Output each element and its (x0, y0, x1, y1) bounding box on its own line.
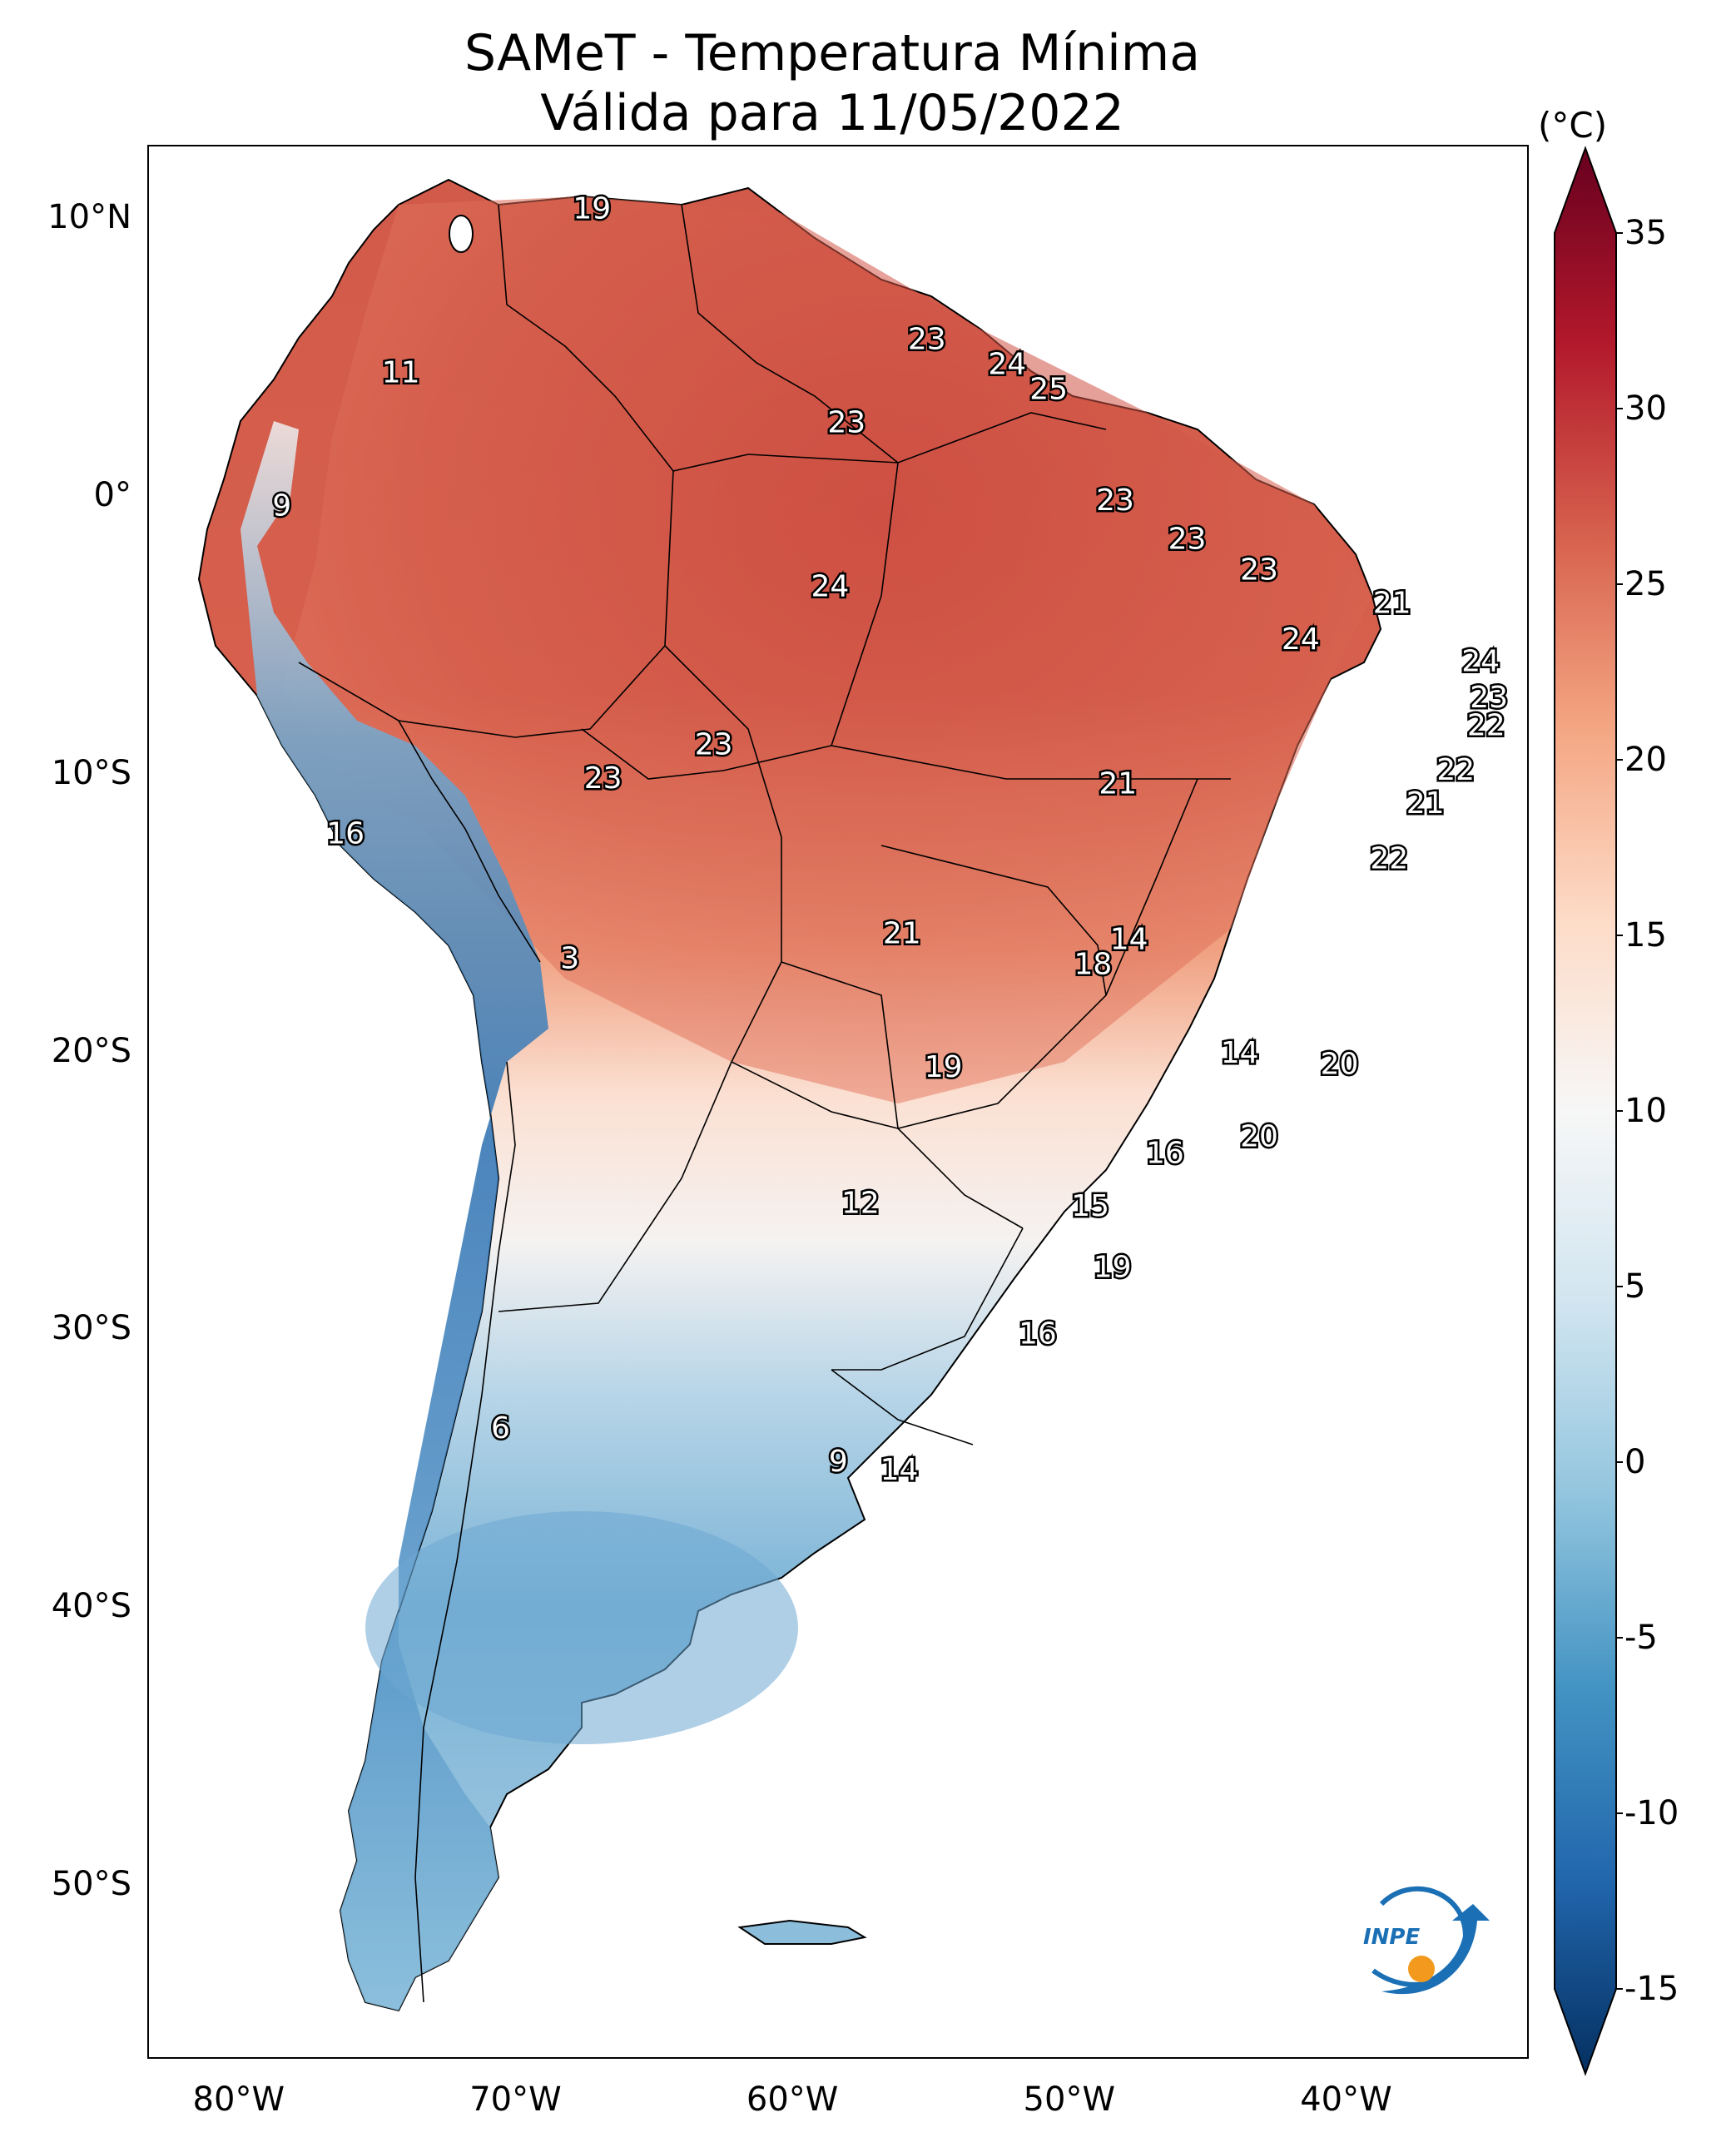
latitude-label: 50°S (51, 1865, 131, 1904)
point-value-label: 9 (272, 489, 291, 523)
colorbar-tick-label: -15 (1624, 1970, 1679, 2008)
point-value-label: 16 (1019, 1316, 1057, 1351)
colorbar (1554, 146, 1623, 2076)
point-value-label: 23 (827, 406, 866, 440)
colorbar-tick-label: -10 (1624, 1794, 1679, 1832)
point-value-label: 23 (1096, 483, 1134, 518)
map-title: SAMeT - Temperatura Mínima Válida para 1… (0, 23, 1664, 143)
latitude-label: 10°N (47, 198, 131, 237)
point-value-label: 15 (1071, 1189, 1109, 1223)
colorbar-tick-label: 15 (1624, 916, 1667, 955)
falkland-islands (737, 1919, 867, 1945)
point-value-label: 21 (1099, 766, 1137, 801)
longitude-label: 60°W (746, 2080, 839, 2119)
point-value-label: 12 (841, 1187, 880, 1221)
longitude-label: 70°W (469, 2080, 562, 2119)
point-value-label: 23 (695, 728, 733, 762)
colorbar-tick-label: 0 (1624, 1443, 1646, 1481)
logo-text: INPE (1363, 1925, 1420, 1950)
point-value-label: 23 (1168, 523, 1207, 557)
colorbar-body (1554, 146, 1617, 2076)
inpe-logo: INPE (1363, 1886, 1490, 1995)
latitude-label: 20°S (51, 1031, 131, 1070)
point-value-label: 14 (880, 1453, 919, 1487)
point-value-label: 11 (382, 355, 420, 389)
colorbar-tick-label: 25 (1624, 565, 1667, 603)
map-frame: 19 11 23 24 25 23 9 23 23 23 24 21 24 24 23 22 23 23 21 22 2… (147, 145, 1529, 2059)
warm-region-overlay (282, 196, 1372, 1103)
longitude-label: 50°W (1023, 2080, 1115, 2119)
point-value-label: 20 (1240, 1119, 1278, 1153)
point-value-label: 25 (1029, 372, 1068, 406)
point-value-label: 3 (560, 942, 579, 976)
point-value-label: 24 (1282, 622, 1320, 657)
point-value-label: 24 (811, 569, 849, 603)
longitude-label: 80°W (192, 2080, 285, 2119)
point-value-label: 21 (883, 917, 921, 951)
longitude-label: 40°W (1300, 2080, 1392, 2119)
latitude-label: 10°S (51, 753, 131, 792)
point-value-label: 22 (1436, 753, 1475, 787)
point-value-label: 9 (829, 1445, 848, 1479)
point-value-label: 18 (1074, 947, 1112, 981)
point-value-label: 21 (1406, 786, 1445, 821)
latitude-label: 0° (93, 475, 131, 514)
point-value-label: 24 (1461, 645, 1500, 679)
point-value-label: 14 (1110, 922, 1148, 956)
patagonia-cold-area (365, 1511, 798, 1744)
colorbar-unit: (°C) (1538, 105, 1608, 146)
point-value-label: 23 (1470, 681, 1508, 715)
point-value-label: 19 (925, 1050, 963, 1084)
colorbar-tick-label: -5 (1624, 1619, 1658, 1657)
colorbar-tick-label: 30 (1624, 389, 1667, 428)
colorbar-tick-label: 10 (1624, 1092, 1667, 1130)
point-value-label: 22 (1370, 842, 1408, 876)
point-value-label: 19 (573, 191, 611, 226)
title-line-2: Válida para 11/05/2022 (540, 84, 1124, 142)
point-value-label: 21 (1373, 587, 1411, 621)
point-value-label: 14 (1221, 1036, 1259, 1070)
point-value-label: 23 (1240, 553, 1278, 587)
point-value-label: 16 (326, 817, 365, 851)
colorbar-tick-label: 20 (1624, 741, 1667, 779)
point-value-label: 16 (1146, 1136, 1184, 1170)
latitude-label: 40°S (51, 1587, 131, 1626)
lake-maracaibo (449, 215, 474, 253)
point-value-label: 19 (1094, 1250, 1132, 1284)
point-value-label: 20 (1321, 1048, 1359, 1082)
country-borders (298, 204, 1231, 2003)
title-line-1: SAMeT - Temperatura Mínima (464, 24, 1201, 82)
latitude-label: 30°S (51, 1309, 131, 1348)
point-value-label: 22 (1467, 708, 1505, 742)
point-value-label: 6 (491, 1411, 510, 1445)
point-value-label: 24 (988, 347, 1026, 381)
point-value-label: 23 (908, 322, 946, 356)
colorbar-tick-label: 35 (1624, 214, 1667, 252)
point-value-label: 23 (584, 761, 622, 796)
colorbar-tick-label: 5 (1624, 1267, 1646, 1306)
andes-cold-strip (241, 421, 548, 2011)
